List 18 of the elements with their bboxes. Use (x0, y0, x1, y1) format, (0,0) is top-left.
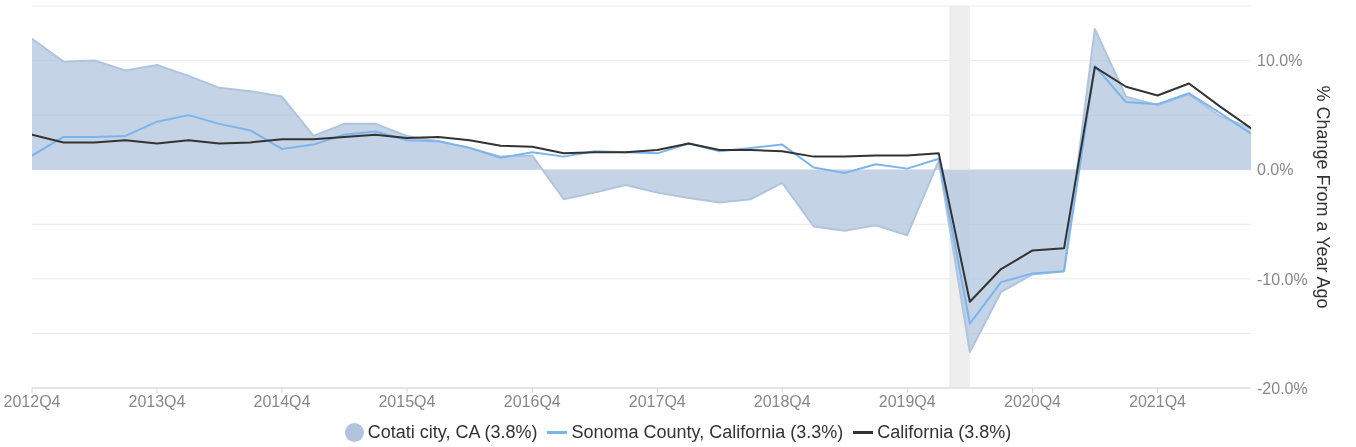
x-tick-label: 2016Q4 (503, 393, 561, 411)
legend-label: California (3.8%) (877, 421, 1012, 443)
legend-label: Cotati city, CA (3.8%) (367, 421, 538, 443)
y-tick-label: -10.0% (1257, 270, 1308, 288)
x-tick-label: 2015Q4 (378, 393, 436, 411)
x-tick-label: 2013Q4 (128, 393, 186, 411)
y-tick-label: -20.0% (1257, 379, 1308, 397)
x-tick-label: 2014Q4 (253, 393, 311, 411)
x-tick-label: 2017Q4 (628, 393, 686, 411)
x-tick-label: 2020Q4 (1004, 393, 1062, 411)
x-tick-label: 2019Q4 (878, 393, 936, 411)
y-axis-title: % Change From a Year Ago (1313, 85, 1333, 309)
x-tick-label: 2018Q4 (753, 393, 811, 411)
y-tick-label: 10.0% (1257, 52, 1303, 70)
legend-label: Sonoma County, California (3.3%) (571, 421, 844, 443)
x-tick-label: 2021Q4 (1129, 393, 1187, 411)
y-tick-label: 0.0% (1257, 161, 1294, 179)
x-tick-label: 2012Q4 (3, 393, 61, 411)
